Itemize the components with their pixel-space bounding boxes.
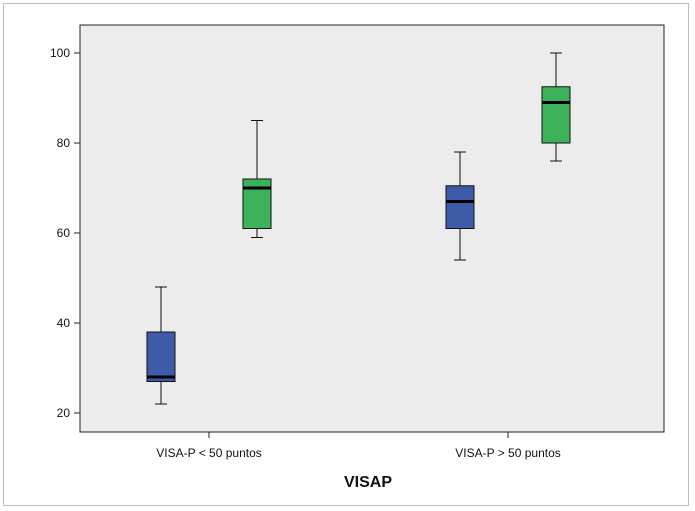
y-tick-label: 20 xyxy=(57,406,71,420)
y-tick-label: 100 xyxy=(50,46,70,60)
box xyxy=(242,178,272,229)
x-axis-title: VISAP xyxy=(344,474,392,491)
box xyxy=(445,185,475,229)
y-tick-label: 80 xyxy=(57,136,71,150)
y-tick-label: 40 xyxy=(57,316,71,330)
x-tick-label: VISA-P < 50 puntos xyxy=(156,446,262,460)
x-tick-label: VISA-P > 50 puntos xyxy=(455,446,561,460)
box xyxy=(146,331,176,382)
box-series xyxy=(146,52,571,405)
y-axis: 20 40 60 80 100 xyxy=(50,46,80,420)
y-tick-label: 60 xyxy=(57,226,71,240)
x-axis: VISA-P < 50 puntos VISA-P > 50 puntos xyxy=(156,432,561,460)
box xyxy=(541,86,571,144)
